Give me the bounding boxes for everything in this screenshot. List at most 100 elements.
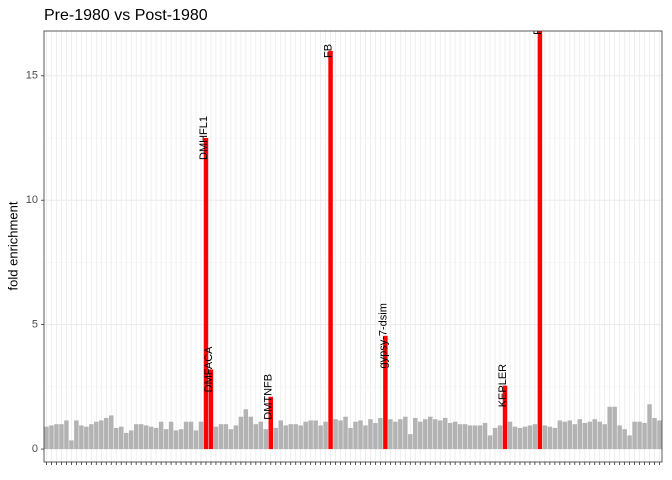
bar (253, 424, 259, 450)
bar (288, 424, 293, 450)
bar (403, 416, 408, 450)
bar (49, 425, 54, 450)
bar (153, 427, 159, 450)
bar (512, 426, 518, 450)
y-tick-label: 5 (32, 319, 38, 331)
bar (114, 427, 119, 450)
bar-label: PPI (532, 17, 544, 35)
bar (522, 426, 528, 450)
bar (398, 419, 403, 450)
bar (333, 419, 338, 450)
bar (183, 421, 189, 450)
bar (263, 429, 269, 450)
bar (507, 421, 513, 450)
bar (502, 385, 508, 450)
y-axis-title: fold enrichment (5, 201, 20, 290)
bar (89, 424, 94, 450)
bar (79, 425, 84, 450)
bar-labels: DMHFL1 DMFACA DMTNFB FB gypsy-7-dsim KEPLER PP… (198, 17, 544, 420)
bar (432, 419, 438, 450)
bar (467, 425, 473, 450)
bar (343, 416, 348, 450)
bar (128, 430, 134, 450)
bar (119, 426, 124, 450)
bar (218, 424, 224, 450)
bar (358, 420, 363, 450)
bar (313, 420, 318, 450)
bar (99, 420, 104, 450)
bar (193, 430, 199, 450)
bar (283, 425, 288, 450)
bar (248, 416, 254, 450)
bar (642, 422, 647, 450)
bar (577, 419, 583, 450)
bar (617, 425, 622, 450)
bar (44, 426, 49, 450)
bar (303, 421, 308, 450)
bar (308, 420, 313, 450)
bar (123, 432, 129, 450)
y-tick-label: 15 (26, 70, 38, 82)
bar (168, 421, 174, 450)
chart-title: Pre-1980 vs Post-1980 (44, 7, 208, 24)
bar (657, 420, 662, 450)
bar (378, 417, 383, 450)
bar (109, 415, 114, 450)
bar (592, 419, 597, 450)
bar (198, 421, 204, 450)
bar (497, 425, 503, 450)
bar (223, 424, 229, 450)
bar (562, 421, 568, 450)
bar (388, 419, 393, 450)
bar-label: KEPLER (497, 364, 509, 407)
bar (273, 427, 278, 450)
bar (393, 421, 398, 450)
panel-border (43, 30, 663, 463)
bar (428, 416, 433, 450)
y-tick-label: 10 (26, 194, 38, 206)
bar (587, 421, 592, 450)
bar (602, 424, 607, 450)
bar (517, 427, 523, 450)
bar (238, 416, 244, 450)
bar (627, 435, 632, 450)
bar (298, 425, 303, 450)
bar (208, 369, 214, 450)
bar (148, 426, 154, 450)
bar (542, 425, 548, 450)
bar (652, 417, 657, 450)
bar (597, 421, 602, 450)
bar (318, 425, 323, 450)
bar (487, 435, 493, 450)
bar (383, 335, 388, 450)
bar (353, 421, 358, 450)
bar-label: gypsy-7-dsim (377, 303, 389, 368)
bar (418, 421, 423, 450)
bar (104, 417, 109, 450)
bar-label: DMFACA (203, 346, 215, 393)
bar (373, 422, 378, 450)
bar (143, 425, 149, 450)
bar (437, 420, 443, 450)
bar (213, 426, 219, 450)
bar (477, 425, 483, 450)
bar (368, 419, 373, 450)
bar (59, 424, 64, 450)
bar (158, 421, 164, 450)
bar-label: DMTNFB (263, 374, 275, 420)
bar (472, 425, 478, 450)
bar (94, 421, 99, 450)
bar (607, 406, 612, 450)
bar (637, 421, 642, 450)
axes: 0 5 10 15 (26, 70, 660, 465)
bar (203, 138, 209, 450)
bar (233, 425, 239, 450)
bar (163, 429, 169, 450)
bar (492, 427, 498, 450)
bar (557, 420, 563, 450)
bar (69, 440, 74, 450)
bar (622, 429, 627, 450)
bar (537, 31, 543, 450)
